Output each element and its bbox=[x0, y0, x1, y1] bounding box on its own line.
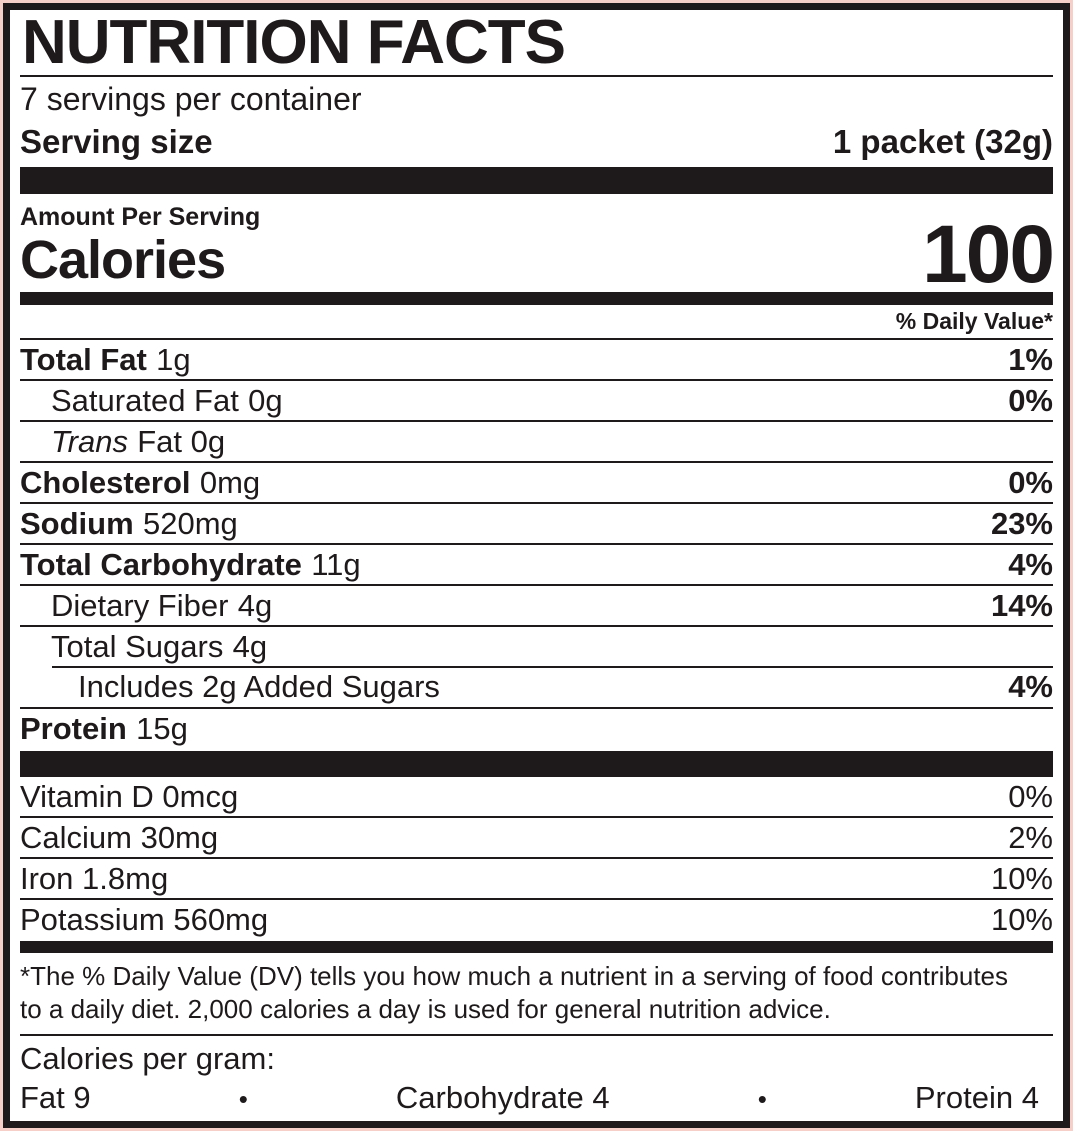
calories-left-column: Amount Per Serving Calories bbox=[20, 202, 260, 288]
nutrient-amount: 11g bbox=[311, 547, 361, 582]
bullet-separator: • bbox=[238, 1084, 248, 1114]
nutrient-row-total-carbohydrate: Total Carbohydrate 11g 4% bbox=[20, 543, 1053, 584]
vitamin-row-calcium: Calcium 30mg 2% bbox=[20, 816, 1053, 857]
calories-label: Calories bbox=[20, 230, 226, 290]
vitamin-name: Potassium 560mg bbox=[20, 902, 269, 937]
nutrient-row-cholesterol: Cholesterol 0mg 0% bbox=[20, 461, 1053, 502]
nutrient-dv: 14% bbox=[990, 588, 1053, 623]
nutrient-name: Saturated Fat bbox=[51, 383, 239, 418]
nutrient-name: Dietary Fiber bbox=[51, 588, 229, 623]
nutrient-name: Total Fat bbox=[20, 342, 147, 377]
calories-per-gram-section: Calories per gram: Fat 9 • Carbohydrate … bbox=[20, 1036, 1053, 1118]
nutrient-dv: 4% bbox=[1008, 669, 1053, 704]
nutrient-amount: 1g bbox=[156, 342, 191, 377]
nutrient-name: Includes 2g Added Sugars bbox=[78, 669, 440, 704]
footnote-line-1: *The % Daily Value (DV) tells you how mu… bbox=[20, 961, 1008, 991]
cpg-carbohydrate: Carbohydrate 4 bbox=[395, 1080, 610, 1115]
nutrient-name: Trans bbox=[51, 424, 128, 459]
divider-bar-thick-middle bbox=[20, 751, 1053, 777]
serving-size-row: Serving size 1 packet (32g) bbox=[20, 119, 1053, 164]
nutrient-amount: 0mg bbox=[199, 465, 261, 500]
serving-size-value: 1 packet (32g) bbox=[832, 123, 1053, 160]
nutrient-row-dietary-fiber: Dietary Fiber 4g 14% bbox=[20, 584, 1053, 625]
divider-bar-medium-bottom bbox=[20, 941, 1053, 953]
nutrient-row-added-sugars: Includes 2g Added Sugars 4% bbox=[20, 666, 1053, 707]
cpg-protein: Protein 4 bbox=[914, 1080, 1039, 1115]
nutrient-amount: Fat 0g bbox=[137, 424, 226, 459]
nutrient-name: Protein bbox=[20, 711, 127, 746]
calories-value: 100 bbox=[922, 209, 1055, 300]
vitamin-dv: 10% bbox=[990, 861, 1053, 896]
label-title: NUTRITION FACTS bbox=[20, 10, 1053, 77]
nutrient-row-total-fat: Total Fat 1g 1% bbox=[20, 340, 1053, 379]
vitamin-row-potassium: Potassium 560mg 10% bbox=[20, 898, 1053, 939]
divider-bar-thick-top bbox=[20, 167, 1053, 194]
nutrient-amount: 15g bbox=[136, 711, 188, 746]
bullet-separator: • bbox=[757, 1084, 767, 1114]
vitamin-name: Vitamin D 0mcg bbox=[20, 779, 239, 814]
vitamin-dv: 10% bbox=[990, 902, 1053, 937]
nutrient-row-trans-fat: Trans Fat 0g bbox=[20, 420, 1053, 461]
amount-per-serving-label: Amount Per Serving bbox=[20, 203, 261, 231]
nutrition-facts-label: NUTRITION FACTS 7 servings per container… bbox=[3, 3, 1070, 1128]
calories-block: Amount Per Serving Calories 100 bbox=[20, 194, 1055, 300]
nutrient-amount: 520mg bbox=[142, 506, 238, 541]
nutrient-row-sodium: Sodium 520mg 23% bbox=[20, 502, 1053, 543]
nutrient-dv: 23% bbox=[990, 506, 1053, 541]
vitamin-name: Iron 1.8mg bbox=[20, 861, 169, 896]
calories-per-gram-values: Fat 9 • Carbohydrate 4 • Protein 4 bbox=[20, 1079, 1053, 1118]
nutrient-name: Sodium bbox=[20, 506, 134, 541]
nutrient-row-protein: Protein 15g bbox=[20, 707, 1053, 748]
nutrient-row-saturated-fat: Saturated Fat 0g 0% bbox=[20, 379, 1053, 420]
nutrient-dv: 0% bbox=[1008, 383, 1053, 418]
daily-value-header: % Daily Value* bbox=[20, 305, 1053, 340]
nutrient-row-total-sugars: Total Sugars 4g bbox=[20, 625, 1053, 666]
vitamin-rows: Vitamin D 0mcg 0% Calcium 30mg 2% Iron 1… bbox=[20, 777, 1053, 939]
vitamin-row-vitamin-d: Vitamin D 0mcg 0% bbox=[20, 777, 1053, 816]
nutrient-dv: 0% bbox=[1008, 465, 1053, 500]
nutrient-name: Cholesterol bbox=[20, 465, 191, 500]
nutrient-amount: 0g bbox=[248, 383, 283, 418]
nutrient-rows: Total Fat 1g 1% Saturated Fat 0g 0% Trans F… bbox=[20, 340, 1053, 748]
vitamin-name: Calcium 30mg bbox=[20, 820, 219, 855]
calories-per-gram-label: Calories per gram: bbox=[20, 1041, 275, 1076]
nutrient-amount: 4g bbox=[237, 588, 273, 623]
vitamin-dv: 2% bbox=[1008, 820, 1053, 855]
footnote-line-2: to a daily diet. 2,000 calories a day is… bbox=[20, 994, 831, 1024]
nutrient-name: Total Carbohydrate bbox=[20, 547, 302, 582]
vitamin-row-iron: Iron 1.8mg 10% bbox=[20, 857, 1053, 898]
nutrient-dv: 4% bbox=[1008, 547, 1053, 582]
nutrient-dv: 1% bbox=[1008, 342, 1053, 377]
nutrient-amount: 4g bbox=[232, 629, 268, 664]
vitamin-dv: 0% bbox=[1008, 779, 1053, 814]
daily-value-footnote: *The % Daily Value (DV) tells you how mu… bbox=[20, 953, 1053, 1036]
cpg-fat: Fat 9 bbox=[20, 1080, 91, 1115]
nutrient-name: Total Sugars bbox=[51, 629, 224, 664]
servings-per-container: 7 servings per container bbox=[20, 81, 362, 117]
divider-bar-medium bbox=[20, 292, 1053, 305]
serving-size-label: Serving size bbox=[20, 123, 213, 160]
